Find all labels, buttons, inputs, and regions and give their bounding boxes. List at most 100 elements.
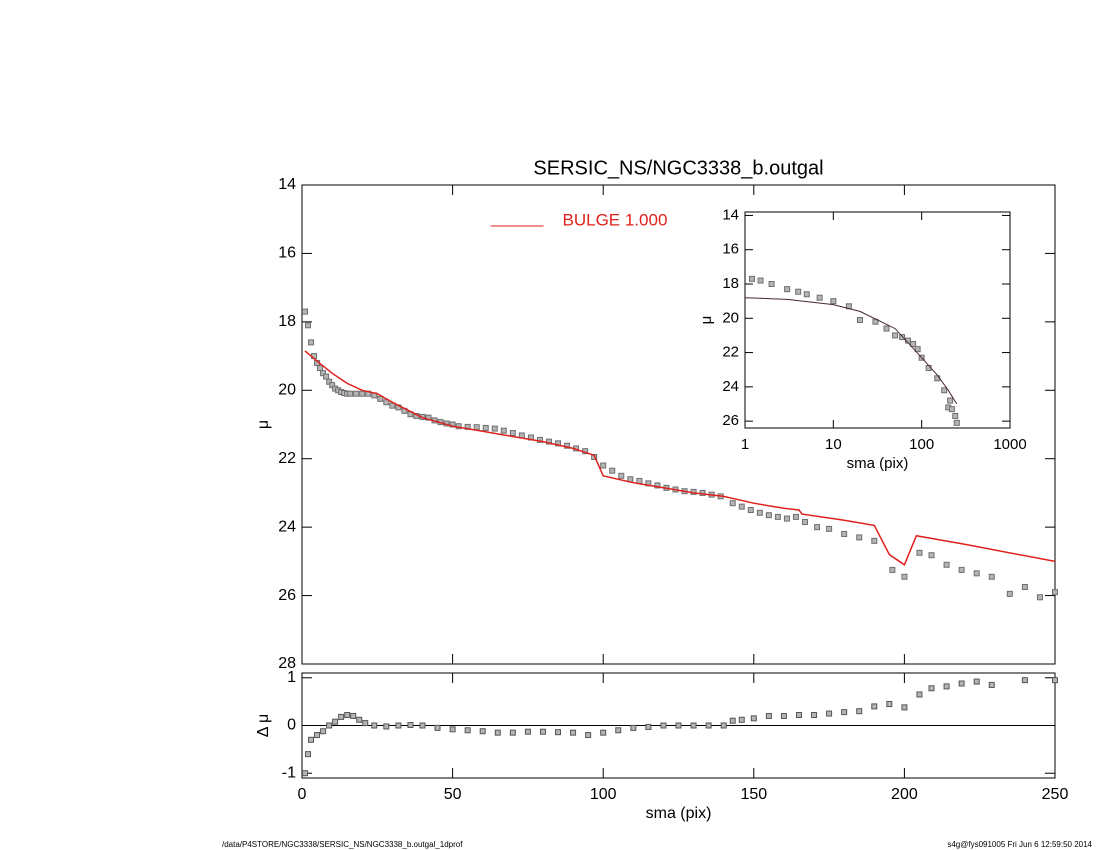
data-point <box>748 275 755 282</box>
x-tick-label: 1000 <box>993 436 1026 453</box>
data-point <box>792 513 799 520</box>
data-point <box>377 395 384 402</box>
data-point <box>347 390 354 397</box>
y-tick-label: 18 <box>722 275 739 292</box>
data-point <box>449 421 456 428</box>
data-point <box>359 390 366 397</box>
data-point <box>729 500 736 507</box>
data-point <box>928 552 935 559</box>
data-point <box>317 365 324 372</box>
data-point <box>479 728 486 735</box>
data-point <box>690 722 697 729</box>
footer-stamp: s4g@fys091005 Fri Jun 6 12:59:50 2014 <box>947 840 1092 849</box>
x-tick-label: 250 <box>1042 786 1069 803</box>
data-point <box>856 708 863 715</box>
data-point <box>856 534 863 541</box>
data-point <box>720 722 727 729</box>
y-tick-label: 20 <box>722 309 739 326</box>
data-point <box>738 503 745 510</box>
data-point <box>654 482 661 489</box>
data-point <box>750 715 757 722</box>
data-point <box>958 680 965 687</box>
data-point <box>988 681 995 688</box>
x-tick-label: 100 <box>909 436 934 453</box>
data-point <box>811 712 818 718</box>
data-point <box>305 751 312 758</box>
data-point <box>803 291 810 298</box>
data-point <box>886 701 893 708</box>
y-tick-label: 26 <box>722 412 739 429</box>
data-point <box>464 727 471 734</box>
data-point <box>302 770 309 777</box>
data-point <box>329 382 336 389</box>
data-point <box>1052 677 1058 684</box>
data-point <box>784 286 791 293</box>
data-point <box>536 436 543 443</box>
data-point <box>883 325 890 332</box>
data-point <box>302 308 309 315</box>
data-point <box>871 537 878 544</box>
data-point <box>729 717 736 724</box>
data-point <box>675 722 682 729</box>
data-point <box>314 732 321 739</box>
data-point <box>305 322 312 329</box>
data-point <box>952 413 959 419</box>
data-point <box>928 685 935 692</box>
data-point <box>973 678 980 685</box>
data-point <box>660 722 667 729</box>
data-point <box>356 716 363 723</box>
data-point <box>889 566 896 573</box>
data-point <box>941 387 948 394</box>
data-point <box>705 722 712 729</box>
data-point <box>338 713 345 720</box>
x-tick-label: 10 <box>825 436 842 453</box>
data-point <box>916 549 923 556</box>
chart-title: SERSIC_NS/NGC3338_b.outgal <box>533 157 823 179</box>
data-point <box>308 339 315 346</box>
y-axis-label: μ <box>255 420 272 429</box>
y-tick-label: 24 <box>722 378 739 395</box>
data-point <box>910 341 917 347</box>
data-point <box>795 712 802 718</box>
data-point <box>780 712 787 719</box>
x-tick-label: 150 <box>740 786 767 803</box>
y-axis-label: Δ μ <box>255 714 272 737</box>
data-point <box>795 288 802 295</box>
data-point <box>389 402 396 409</box>
data-point <box>326 378 333 385</box>
x-axis-label: sma (pix) <box>847 455 909 472</box>
x-axis-label: sma (pix) <box>646 805 712 822</box>
data-point <box>768 281 775 287</box>
data-point <box>765 512 772 519</box>
data-point <box>362 720 369 727</box>
data-point <box>783 515 790 522</box>
data-point <box>320 370 327 377</box>
y-tick-label: -1 <box>282 764 296 781</box>
data-point <box>609 467 616 474</box>
data-point <box>802 519 809 526</box>
data-point <box>419 722 426 729</box>
data-point <box>953 419 960 426</box>
data-point <box>738 716 745 723</box>
y-tick-label: 22 <box>278 450 296 467</box>
model-line <box>744 297 958 405</box>
data-point <box>600 729 607 736</box>
data-point <box>948 406 955 413</box>
y-tick-label: 22 <box>722 344 739 361</box>
data-point <box>830 298 837 305</box>
data-point <box>326 722 333 729</box>
data-point <box>826 525 833 532</box>
plot-frame <box>744 211 1011 429</box>
data-point <box>383 723 390 730</box>
legend-label: BULGE 1.000 <box>563 210 668 229</box>
data-point <box>916 691 923 698</box>
data-point <box>841 530 848 537</box>
data-point <box>1021 584 1028 591</box>
data-point <box>434 724 441 731</box>
data-point <box>308 736 315 743</box>
y-tick-label: 16 <box>278 245 296 262</box>
footer-path: /data/P4STORE/NGC3338/SERSIC_NS/NGC3338_… <box>222 840 463 849</box>
data-point <box>353 390 360 397</box>
data-point <box>901 573 908 580</box>
y-tick-label: 18 <box>278 313 296 330</box>
